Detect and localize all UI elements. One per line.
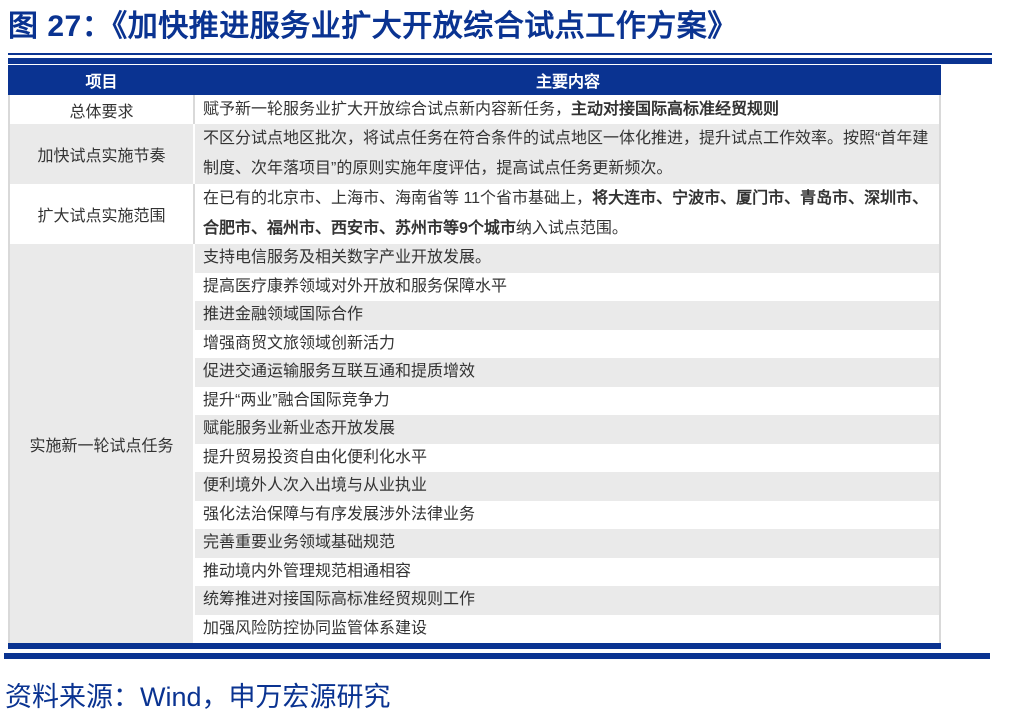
- row-label: 实施新一轮试点任务: [10, 244, 195, 643]
- task-row: 提高医疗康养领域对外开放和服务保障水平: [195, 272, 939, 301]
- bottom-rule: [4, 653, 990, 659]
- task-row: 加强风险防控协同监管体系建设: [195, 614, 939, 643]
- task-row: 完善重要业务领域基础规范: [195, 529, 939, 558]
- task-row: 增强商贸文旅领域创新活力: [195, 329, 939, 358]
- task-row: 提升贸易投资自由化便利化水平: [195, 443, 939, 472]
- task-row: 推进金融领域国际合作: [195, 301, 939, 330]
- task-row: 赋能服务业新业态开放发展: [195, 415, 939, 444]
- row-label: 扩大试点实施范围: [10, 184, 195, 244]
- row-content: 在已有的北京市、上海市、海南省等 11个省市基础上，将大连市、宁波市、厦门市、青…: [195, 184, 939, 244]
- row-content: 赋予新一轮服务业扩大开放综合试点新内容新任务，主动对接国际高标准经贸规则: [195, 95, 939, 124]
- content-text: 赋予新一轮服务业扩大开放综合试点新内容新任务，: [203, 100, 572, 118]
- content-text: 在已有的北京市、上海市、海南省等 11个省市基础上，: [203, 190, 593, 207]
- row-content: 不区分试点地区批次，将试点任务在符合条件的试点地区一体化推进，提升试点工作效率。…: [195, 124, 939, 184]
- header-cell-content: 主要内容: [535, 74, 600, 91]
- task-row: 提升“两业”融合国际竞争力: [195, 386, 939, 415]
- table-header-row: 项目 主要内容: [8, 65, 941, 95]
- task-row: 强化法治保障与有序发展涉外法律业务: [195, 500, 939, 529]
- task-row: 便利境外人次入出境与从业执业: [195, 472, 939, 501]
- content-text: 不区分试点地区批次，将试点任务在符合条件的试点地区一体化推进，提升试点工作效率。…: [203, 130, 929, 177]
- source-note: 资料来源：Wind，申万宏源研究: [5, 682, 391, 712]
- table-row: 加快试点实施节奏 不区分试点地区批次，将试点任务在符合条件的试点地区一体化推进，…: [10, 124, 939, 184]
- task-row: 支持电信服务及相关数字产业开放发展。: [195, 244, 939, 273]
- table-row-group: 实施新一轮试点任务 支持电信服务及相关数字产业开放发展。 提高医疗康养领域对外开…: [10, 244, 939, 643]
- content-text-bold: 主动对接国际高标准经贸规则: [571, 100, 780, 118]
- table-body: 总体要求 赋予新一轮服务业扩大开放综合试点新内容新任务，主动对接国际高标准经贸规…: [8, 95, 941, 643]
- title-rule-thick: [8, 58, 992, 64]
- table-row: 总体要求 赋予新一轮服务业扩大开放综合试点新内容新任务，主动对接国际高标准经贸规…: [10, 95, 939, 124]
- task-row: 推动境内外管理规范相通相容: [195, 557, 939, 586]
- figure-title: 图 27：《加快推进服务业扩大开放综合试点工作方案》: [8, 10, 738, 43]
- row-label: 总体要求: [10, 95, 195, 124]
- title-rule-thin: [8, 53, 992, 55]
- scheme-table: 项目 主要内容 总体要求 赋予新一轮服务业扩大开放综合试点新内容新任务，主动对接…: [8, 65, 941, 643]
- content-text-bold: 将大连市、宁波市、厦门市、青岛市、深圳市、合肥市、福州市、西安市、苏州市等9个城…: [203, 190, 929, 237]
- table-row: 扩大试点实施范围 在已有的北京市、上海市、海南省等 11个省市基础上，将大连市、…: [10, 184, 939, 244]
- task-row: 促进交通运输服务互联互通和提质增效: [195, 358, 939, 387]
- header-cell-item: 项目: [85, 74, 118, 91]
- row-label: 加快试点实施节奏: [10, 124, 195, 184]
- task-list: 支持电信服务及相关数字产业开放发展。 提高医疗康养领域对外开放和服务保障水平 推…: [195, 244, 939, 643]
- task-row: 统筹推进对接国际高标准经贸规则工作: [195, 586, 939, 615]
- table-bottom-border: [8, 643, 941, 649]
- content-text-after: 纳入试点范围。: [515, 220, 628, 237]
